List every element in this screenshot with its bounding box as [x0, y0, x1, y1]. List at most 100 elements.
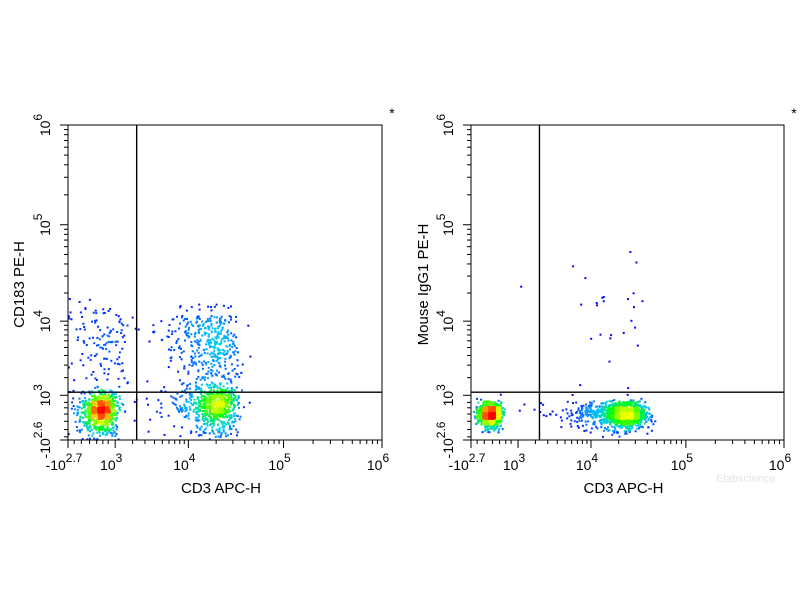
data-point	[226, 409, 229, 411]
data-point	[223, 336, 226, 339]
data-point	[518, 409, 521, 412]
data-point	[206, 320, 209, 323]
data-point	[488, 409, 491, 412]
data-point	[631, 404, 634, 407]
data-point	[101, 425, 104, 428]
data-point	[634, 411, 637, 413]
data-point	[485, 401, 488, 404]
data-point	[624, 408, 627, 411]
data-point	[204, 417, 207, 420]
data-point	[197, 369, 200, 372]
data-point	[111, 403, 113, 406]
data-point	[84, 396, 87, 399]
data-point	[610, 400, 613, 403]
data-point	[87, 416, 90, 419]
data-point	[500, 420, 503, 423]
data-point	[106, 398, 109, 401]
data-point	[102, 420, 105, 423]
data-point	[99, 362, 102, 365]
data-point	[624, 414, 626, 417]
data-point	[489, 422, 492, 425]
data-point	[99, 412, 102, 415]
data-point	[205, 410, 208, 413]
data-point	[93, 402, 96, 405]
data-point	[581, 407, 583, 410]
data-point	[608, 429, 611, 432]
data-point	[108, 405, 111, 408]
data-point	[232, 412, 235, 415]
data-point	[551, 410, 554, 413]
data-point	[643, 405, 646, 408]
data-point	[91, 408, 94, 410]
data-point	[226, 401, 228, 404]
data-point	[110, 359, 113, 362]
data-point	[83, 401, 86, 404]
data-point	[227, 411, 230, 414]
data-point	[191, 403, 194, 406]
data-point	[105, 357, 108, 360]
data-point	[222, 425, 225, 428]
data-point	[90, 403, 93, 406]
data-point	[579, 412, 582, 415]
data-point	[523, 403, 526, 406]
data-point	[222, 411, 225, 413]
data-point	[230, 414, 233, 416]
data-point	[152, 331, 155, 334]
data-point	[203, 349, 206, 352]
data-point	[122, 403, 125, 406]
data-point	[212, 409, 215, 412]
data-point	[585, 408, 588, 411]
data-point	[120, 329, 123, 332]
data-point	[603, 412, 605, 415]
data-point	[199, 338, 202, 341]
data-point	[220, 332, 222, 335]
data-point	[483, 418, 486, 421]
data-point	[182, 409, 185, 412]
data-point	[103, 420, 106, 423]
data-point	[196, 412, 198, 415]
data-point	[199, 428, 202, 431]
data-point	[203, 352, 206, 355]
data-point	[112, 409, 115, 411]
data-point	[483, 429, 486, 432]
data-point	[198, 434, 200, 437]
data-point	[221, 375, 224, 378]
data-point	[485, 429, 488, 432]
data-point	[100, 425, 103, 428]
data-point	[483, 407, 486, 410]
data-point	[614, 420, 617, 423]
data-point	[605, 422, 608, 425]
y-tick-base: 10	[440, 120, 456, 136]
data-point	[608, 415, 611, 418]
data-point	[115, 428, 118, 431]
data-point	[198, 308, 201, 311]
data-point	[131, 316, 134, 319]
data-point	[487, 431, 490, 434]
data-point	[631, 410, 634, 413]
data-point	[120, 370, 123, 373]
data-point	[217, 405, 219, 408]
data-point	[108, 335, 111, 338]
data-point	[83, 406, 86, 409]
data-point	[618, 409, 621, 412]
data-point	[102, 433, 105, 436]
data-point	[210, 345, 213, 348]
data-point	[95, 353, 98, 356]
data-point	[192, 410, 195, 413]
data-point	[492, 412, 495, 415]
data-point	[482, 412, 485, 415]
data-point	[602, 406, 605, 409]
data-point	[638, 419, 641, 422]
data-point	[199, 354, 202, 357]
data-point	[575, 401, 578, 404]
data-point	[650, 418, 653, 421]
data-point	[91, 423, 94, 426]
data-point	[235, 347, 238, 350]
data-point	[147, 403, 149, 406]
data-point	[483, 423, 486, 425]
data-point	[217, 392, 220, 395]
data-point	[91, 413, 94, 416]
data-point	[566, 400, 569, 403]
data-point	[488, 412, 491, 415]
data-point	[207, 400, 210, 403]
